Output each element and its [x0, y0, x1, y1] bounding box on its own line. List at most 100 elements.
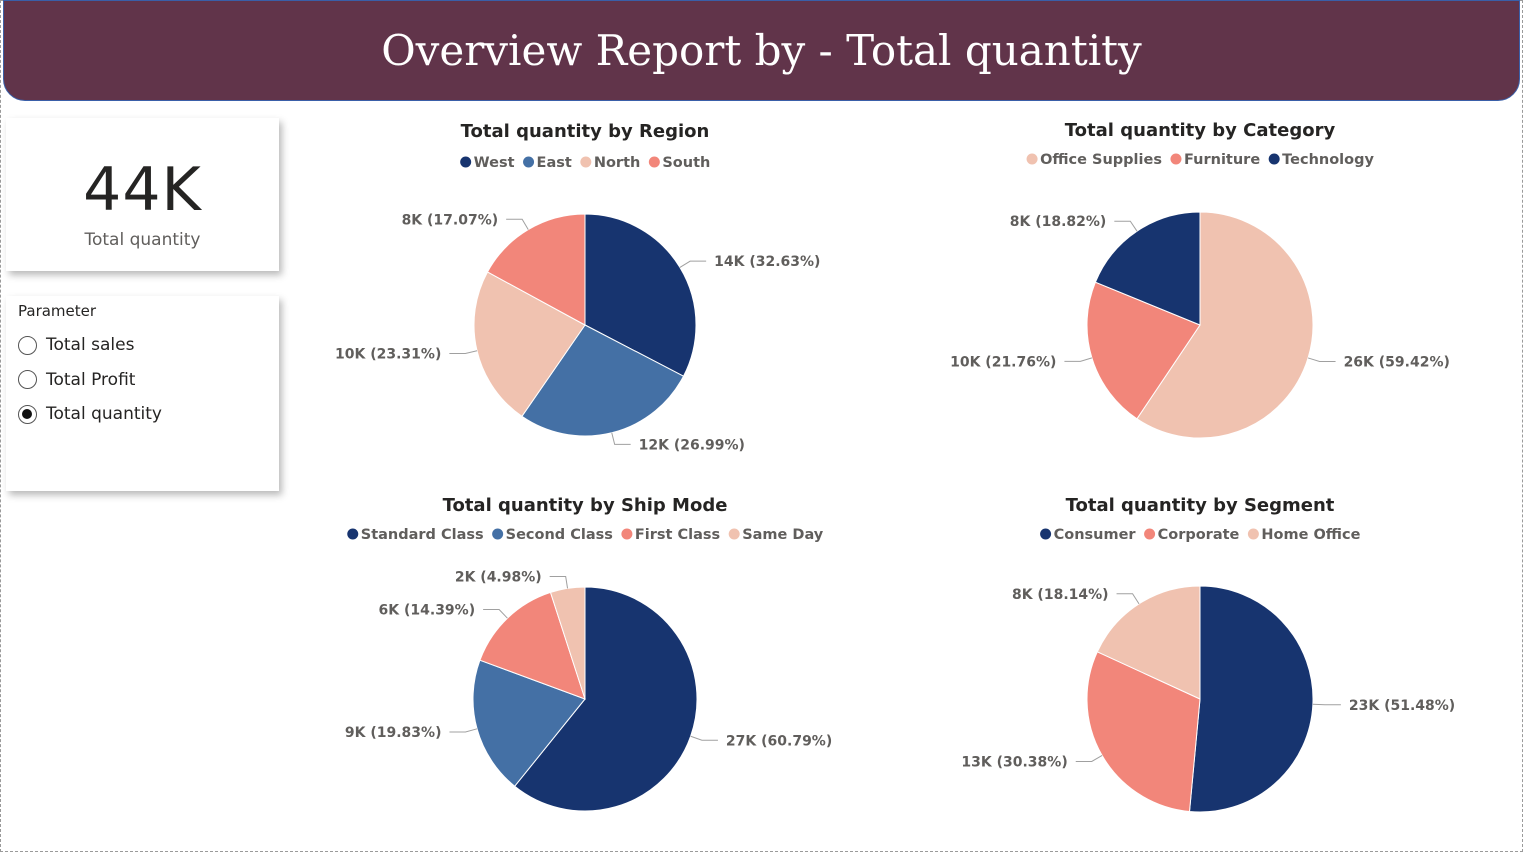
- data-label-consumer: 23K (51.48%): [1349, 698, 1455, 714]
- legend-marker-icon: [1247, 528, 1259, 540]
- legend-label: Standard Class: [361, 527, 484, 543]
- data-label-east: 12K (26.99%): [639, 437, 745, 453]
- parameter-slicer: Parameter Total sales Total Profit Total…: [6, 296, 279, 491]
- legend-marker-icon: [648, 156, 660, 168]
- pie-chart-region[interactable]: Total quantity by Region West East North Sou…: [330, 110, 840, 480]
- parameter-option-total-sales[interactable]: Total sales: [18, 328, 279, 363]
- legend-item-home-office[interactable]: Home Office: [1247, 527, 1361, 543]
- data-label-home-office: 8K (18.14%): [1012, 587, 1109, 603]
- legend-item-corporate[interactable]: Corporate: [1144, 527, 1240, 543]
- legend-label: North: [594, 155, 641, 171]
- legend-item-second-class[interactable]: Second Class: [492, 527, 613, 543]
- legend-marker-icon: [1040, 528, 1052, 540]
- legend-item-east[interactable]: East: [523, 155, 572, 171]
- legend-marker-icon: [347, 528, 359, 540]
- legend-marker-icon: [1170, 153, 1182, 165]
- legend-marker-icon: [728, 528, 740, 540]
- legend-marker-icon: [621, 528, 633, 540]
- legend-item-west[interactable]: West: [460, 155, 515, 171]
- pie-chart-ship-mode[interactable]: Total quantity by Ship Mode Standard Clas…: [330, 485, 840, 845]
- pie-slice-standard-class[interactable]: [514, 586, 698, 812]
- leader-line: [690, 735, 718, 741]
- pie-chart-segment[interactable]: Total quantity by Segment Consumer Corpora…: [945, 485, 1455, 845]
- data-label-corporate: 13K (30.38%): [961, 754, 1067, 770]
- option-label: Total Profit: [46, 369, 136, 390]
- radio-button-selected-icon[interactable]: [18, 404, 37, 424]
- legend-label: Home Office: [1261, 527, 1360, 543]
- data-label-standard-class: 27K (60.79%): [726, 733, 832, 749]
- legend-item-furniture[interactable]: Furniture: [1170, 152, 1260, 168]
- legend-label: East: [537, 155, 572, 171]
- pie-slice-consumer[interactable]: [1188, 585, 1314, 813]
- option-label: Total quantity: [46, 404, 162, 425]
- chart-title: Total quantity by Category: [1065, 120, 1336, 141]
- leader-line: [1114, 220, 1138, 232]
- parameter-option-total-quantity[interactable]: Total quantity: [18, 397, 279, 432]
- data-label-same-day: 2K (4.98%): [455, 570, 542, 586]
- data-label-first-class: 6K (14.39%): [379, 603, 476, 619]
- data-label-technology: 8K (18.82%): [1010, 214, 1107, 230]
- kpi-value: 44K: [83, 155, 202, 225]
- leader-line: [1075, 755, 1103, 762]
- legend-label: South: [662, 155, 710, 171]
- leader-line: [1312, 703, 1341, 706]
- data-label-south: 8K (17.07%): [402, 212, 499, 228]
- legend-item-office-supplies[interactable]: Office Supplies: [1026, 152, 1162, 168]
- legend-label: Furniture: [1184, 152, 1260, 168]
- chart-legend: Consumer Corporate Home Office: [1040, 527, 1361, 543]
- legend-label: Consumer: [1054, 527, 1137, 543]
- legend-marker-icon: [523, 156, 535, 168]
- option-label: Total sales: [46, 335, 135, 356]
- pie-chart-category[interactable]: Total quantity by Category Office Supplie…: [945, 110, 1455, 480]
- leader-line: [549, 576, 569, 589]
- pie-slice-home-office[interactable]: [1096, 585, 1201, 700]
- kpi-label: Total quantity: [84, 230, 201, 250]
- leader-line: [1064, 357, 1093, 362]
- pie-slice-south[interactable]: [486, 213, 586, 326]
- data-label-west: 14K (32.63%): [714, 254, 820, 270]
- radio-button-icon[interactable]: [18, 335, 37, 355]
- chart-legend: Office Supplies Furniture Technology: [1026, 152, 1375, 168]
- report-header-banner: Overview Report by - Total quantity: [3, 0, 1520, 101]
- legend-item-first-class[interactable]: First Class: [621, 527, 720, 543]
- leader-line: [1116, 593, 1140, 605]
- chart-title: Total quantity by Ship Mode: [443, 495, 728, 516]
- legend-label: Second Class: [506, 527, 613, 543]
- kpi-card[interactable]: 44K Total quantity: [6, 118, 279, 271]
- chart-legend: West East North South: [460, 155, 710, 171]
- legend-item-same-day[interactable]: Same Day: [728, 527, 824, 543]
- legend-marker-icon: [580, 156, 592, 168]
- leader-line: [679, 260, 707, 268]
- leader-line: [483, 609, 508, 619]
- pie-slice-second-class[interactable]: [472, 659, 586, 787]
- leader-line: [1307, 357, 1336, 362]
- legend-label: Same Day: [742, 527, 824, 543]
- legend-item-technology[interactable]: Technology: [1268, 152, 1375, 168]
- legend-marker-icon: [1026, 153, 1038, 165]
- legend-marker-icon: [460, 156, 472, 168]
- parameter-title: Parameter: [18, 302, 97, 320]
- legend-item-standard-class[interactable]: Standard Class: [347, 527, 484, 543]
- legend-item-consumer[interactable]: Consumer: [1040, 527, 1136, 543]
- legend-label: Corporate: [1158, 527, 1240, 543]
- chart-title: Total quantity by Segment: [1066, 495, 1335, 516]
- legend-item-north[interactable]: North: [580, 155, 640, 171]
- pie-slice-corporate[interactable]: [1086, 651, 1201, 813]
- legend-marker-icon: [492, 528, 504, 540]
- data-label-office-supplies: 26K (59.42%): [1344, 354, 1450, 370]
- leader-line: [611, 432, 631, 445]
- legend-item-south[interactable]: South: [648, 155, 710, 171]
- legend-label: Office Supplies: [1040, 152, 1162, 168]
- pie-slice-north[interactable]: [473, 271, 586, 418]
- legend-label: Technology: [1282, 152, 1374, 168]
- report-title: Overview Report by - Total quantity: [381, 26, 1142, 75]
- radio-button-icon[interactable]: [18, 370, 37, 390]
- data-label-second-class: 9K (19.83%): [345, 725, 442, 741]
- leader-line: [449, 350, 478, 355]
- chart-title: Total quantity by Region: [461, 121, 710, 142]
- leader-line: [506, 218, 529, 230]
- data-label-north: 10K (23.31%): [335, 347, 441, 363]
- parameter-option-total-profit[interactable]: Total Profit: [18, 363, 279, 398]
- legend-label: West: [474, 155, 515, 171]
- legend-marker-icon: [1144, 528, 1156, 540]
